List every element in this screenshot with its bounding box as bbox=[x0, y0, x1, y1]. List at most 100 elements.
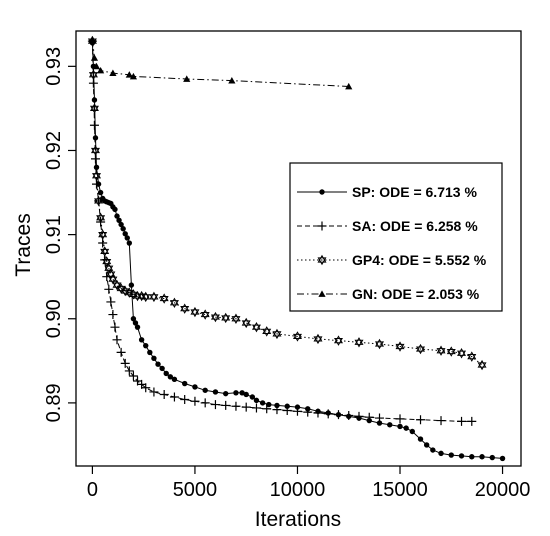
legend-item: GN: ODE = 2.053 % bbox=[297, 286, 480, 302]
plot-frame bbox=[75, 30, 522, 467]
series-point bbox=[96, 212, 106, 223]
series-point bbox=[467, 351, 477, 362]
series-point bbox=[477, 359, 487, 371]
series-point bbox=[417, 436, 424, 442]
legend-item: SA: ODE = 6.258 % bbox=[297, 218, 478, 234]
series-point bbox=[416, 415, 426, 425]
series-point bbox=[333, 410, 343, 420]
series-point bbox=[138, 337, 145, 343]
series-point bbox=[374, 338, 385, 350]
series-point bbox=[200, 398, 210, 408]
series-point bbox=[345, 82, 353, 90]
series-point bbox=[438, 450, 444, 457]
series-point bbox=[124, 235, 130, 241]
series-point bbox=[231, 313, 241, 324]
legend-label: SA: ODE = 6.258 % bbox=[352, 218, 478, 234]
series-point bbox=[249, 394, 256, 400]
series-point bbox=[317, 254, 327, 266]
series-point bbox=[233, 390, 239, 396]
series-point bbox=[469, 454, 475, 460]
series-3 bbox=[88, 35, 353, 90]
series-point bbox=[151, 355, 157, 362]
series-point bbox=[223, 390, 229, 397]
x-tick-label: 10000 bbox=[270, 479, 326, 501]
series-point bbox=[446, 346, 456, 357]
series-point bbox=[457, 348, 467, 359]
series-point bbox=[180, 395, 190, 405]
series-point bbox=[108, 274, 118, 285]
series-point bbox=[134, 324, 141, 330]
series-point bbox=[364, 412, 374, 422]
series-point bbox=[155, 361, 161, 367]
series-point bbox=[141, 291, 151, 303]
series-point bbox=[114, 213, 120, 219]
series-point bbox=[118, 221, 124, 228]
series-point bbox=[180, 303, 190, 314]
series-point bbox=[88, 35, 97, 43]
legend-label: GP4: ODE = 5.552 % bbox=[352, 252, 487, 268]
series-point bbox=[159, 293, 169, 304]
series-point bbox=[141, 383, 151, 393]
series-point bbox=[98, 238, 108, 248]
y-tick-label: 0.90 bbox=[43, 299, 65, 338]
series-point bbox=[489, 454, 495, 461]
series-point bbox=[149, 291, 159, 303]
series-point bbox=[436, 345, 446, 356]
series-point bbox=[93, 164, 100, 171]
series-point bbox=[100, 246, 110, 257]
series-point bbox=[128, 282, 135, 288]
series-point bbox=[104, 284, 114, 294]
series-point bbox=[125, 71, 133, 78]
series-point bbox=[192, 384, 198, 390]
series-point bbox=[124, 366, 134, 376]
series-point bbox=[387, 422, 393, 428]
series-point bbox=[169, 297, 179, 308]
series-point bbox=[90, 54, 99, 61]
series-point bbox=[167, 374, 174, 380]
series-point bbox=[210, 400, 220, 410]
x-tick-label: 20000 bbox=[475, 479, 531, 501]
series-point bbox=[202, 387, 208, 393]
series-point bbox=[479, 454, 485, 460]
series-point bbox=[210, 311, 220, 323]
series-point bbox=[163, 370, 169, 377]
series-point bbox=[395, 341, 405, 352]
series-point bbox=[221, 400, 231, 410]
series-point bbox=[467, 416, 477, 426]
series-point bbox=[319, 189, 325, 195]
series-point bbox=[112, 206, 118, 213]
series-2 bbox=[87, 35, 487, 371]
series-point bbox=[395, 414, 405, 424]
series-point bbox=[109, 69, 117, 76]
series-point bbox=[317, 221, 327, 231]
series-point bbox=[122, 231, 128, 237]
legend-item: GP4: ODE = 5.552 % bbox=[297, 252, 487, 268]
series-point bbox=[423, 442, 430, 448]
series-point bbox=[243, 391, 249, 398]
series-point bbox=[130, 316, 137, 322]
series-point bbox=[89, 103, 99, 114]
series-point bbox=[376, 420, 383, 426]
series-point bbox=[292, 331, 302, 342]
series-point bbox=[303, 407, 313, 417]
x-tick-label: 15000 bbox=[372, 479, 428, 501]
series-point bbox=[228, 77, 236, 84]
series-point bbox=[102, 256, 112, 267]
series-point bbox=[98, 229, 108, 240]
series-point bbox=[91, 97, 98, 103]
y-axis-label: Traces bbox=[12, 213, 35, 276]
series-point bbox=[457, 416, 467, 426]
y-tick-label: 0.91 bbox=[43, 215, 65, 254]
legend: SP: ODE = 6.713 % SA: ODE = 6.258 % GP4: O… bbox=[289, 162, 503, 312]
series-point bbox=[132, 320, 139, 326]
x-tick-label: 5000 bbox=[173, 479, 218, 501]
series-point bbox=[112, 335, 122, 345]
series-point bbox=[92, 62, 101, 70]
series-point bbox=[354, 411, 364, 421]
series-point bbox=[253, 397, 260, 404]
series-point bbox=[116, 283, 126, 294]
series-point bbox=[272, 328, 282, 340]
legend-label: SP: ODE = 6.713 % bbox=[352, 184, 477, 200]
series-point bbox=[106, 297, 116, 307]
series-point bbox=[104, 263, 114, 274]
